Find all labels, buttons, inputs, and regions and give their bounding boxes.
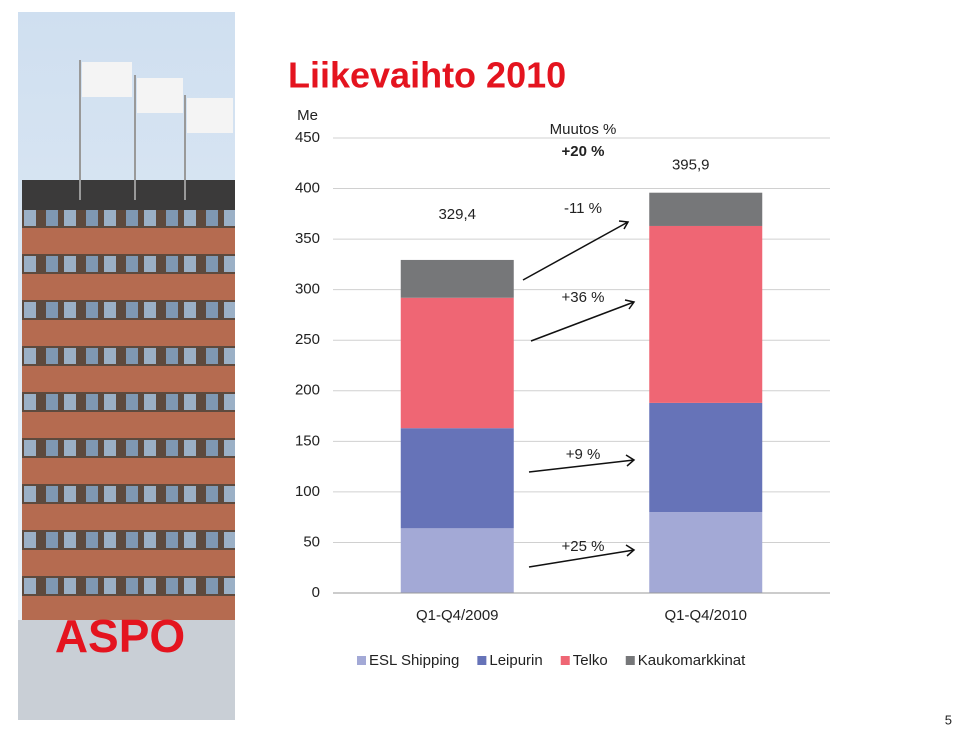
legend-swatch [625, 656, 635, 665]
annotation: -11 % [564, 200, 602, 217]
legend-swatch [477, 656, 487, 665]
page-number: 5 [945, 712, 952, 727]
bar-segment [649, 402, 763, 513]
x-tick-label: Q1-Q4/2009 [416, 607, 499, 624]
y-tick-label: 50 [303, 533, 320, 550]
annotation: +9 % [566, 446, 601, 463]
bar-segment [400, 428, 514, 529]
legend-swatch [560, 656, 570, 665]
total-label: 329,4 [438, 206, 476, 223]
bar-segment [400, 528, 514, 593]
y-axis-label: Me [297, 107, 318, 124]
y-tick-label: 350 [295, 230, 320, 247]
legend-swatch [357, 656, 366, 665]
y-tick-label: 450 [295, 129, 320, 146]
y-tick-label: 0 [312, 584, 320, 601]
total-label: 395,9 [672, 157, 710, 174]
legend-label: Kaukomarkkinat [638, 652, 746, 669]
arrows [522, 220, 636, 568]
bar-segment [649, 192, 763, 226]
legend-label: Telko [573, 652, 608, 669]
x-tick-label: Q1-Q4/2010 [664, 607, 747, 624]
y-tick-label: 250 [295, 331, 320, 348]
logo: ASPO [55, 610, 185, 662]
bar-segment [400, 259, 514, 298]
y-tick-label: 150 [295, 432, 320, 449]
annotation: Muutos % [550, 121, 617, 138]
legend: ESL Shipping Leipurin Telko Kaukomarkkinat [357, 652, 746, 669]
annotation: +20 % [562, 143, 605, 160]
annotation: +36 % [562, 289, 605, 306]
y-tick-label: 300 [295, 281, 320, 298]
photo: ASPO [18, 12, 235, 720]
bar-segment [649, 512, 763, 593]
bar-segment [649, 225, 763, 403]
plot: 0 50 100 150 200 250 300 350 400 450 Q1-Q4/2009 329… [295, 129, 830, 624]
y-tick-label: 200 [295, 382, 320, 399]
y-tick-label: 100 [295, 483, 320, 500]
legend-label: ESL Shipping [369, 652, 459, 669]
legend-label: Leipurin [489, 652, 542, 669]
annotation: +25 % [562, 538, 605, 555]
chart-title: Liikevaihto 2010 [288, 55, 566, 96]
y-tick-label: 400 [295, 180, 320, 197]
bar-segment [400, 297, 514, 429]
